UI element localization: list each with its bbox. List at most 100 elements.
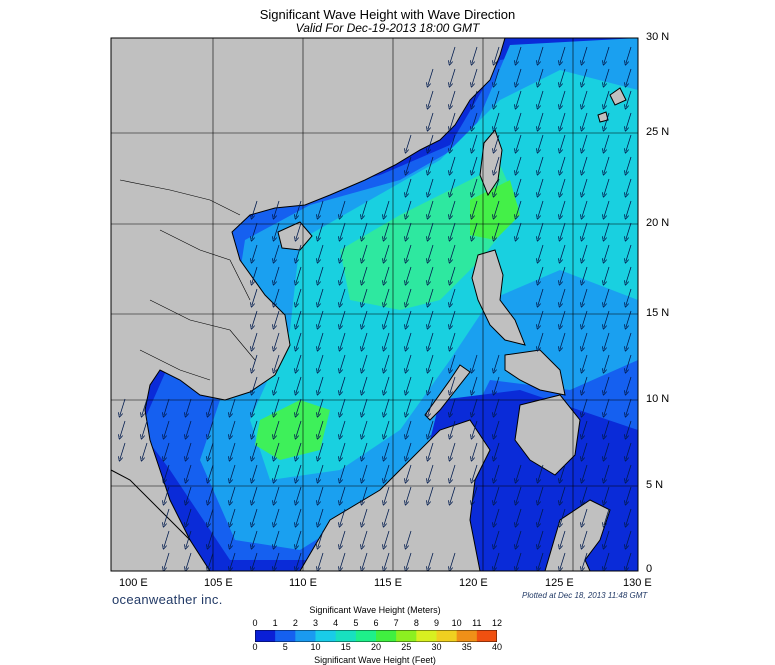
wave-direction-arrow (340, 200, 346, 217)
wave-direction-arrow (208, 420, 214, 437)
wave-direction-arrow (472, 376, 478, 393)
wave-direction-arrow (318, 398, 324, 415)
wave-direction-arrow (208, 530, 214, 547)
wave-direction-arrow (384, 222, 390, 239)
wave-direction-arrow (538, 464, 544, 481)
wave-direction-arrow (472, 354, 478, 371)
wave-direction-arrow (494, 464, 500, 481)
wave-direction-arrow (340, 266, 346, 283)
wave-direction-arrow (208, 552, 214, 569)
wave-direction-arrow (406, 464, 412, 481)
wave-direction-arrow (252, 420, 258, 437)
wave-direction-arrow (406, 134, 412, 151)
wave-direction-arrow (560, 90, 566, 107)
wave-direction-arrow (296, 244, 302, 261)
colorbar-segment (376, 630, 397, 642)
wave-direction-arrow (318, 266, 324, 283)
wave-direction-arrow (428, 464, 434, 481)
wave-direction-arrow (428, 376, 434, 393)
colorbar-tick: 0 (252, 642, 258, 652)
wave-direction-arrow (406, 486, 412, 503)
wave-direction-arrow (164, 530, 170, 547)
wave-direction-arrow (582, 530, 588, 547)
wave-direction-arrow (582, 200, 588, 217)
wave-direction-arrow (428, 354, 434, 371)
wave-direction-arrow (142, 442, 148, 459)
wave-direction-arrow (494, 68, 500, 85)
wave-direction-arrow (450, 310, 456, 327)
wave-direction-arrow (472, 90, 478, 107)
wave-direction-arrow (340, 332, 346, 349)
wave-direction-arrow (450, 46, 456, 63)
colorbar-tick: 5 (353, 618, 359, 628)
wave-direction-arrow (428, 156, 434, 173)
wave-direction-arrow (582, 376, 588, 393)
wave-direction-arrow (296, 530, 302, 547)
wave-direction-arrow (384, 332, 390, 349)
wave-direction-arrow (516, 134, 522, 151)
wave-direction-arrow (450, 288, 456, 305)
wave-direction-arrow (340, 552, 346, 569)
luzon-island (471, 249, 526, 346)
wave-direction-arrow (604, 266, 610, 283)
wave-direction-arrow (494, 90, 500, 107)
wave-direction-arrow (428, 288, 434, 305)
wave-direction-arrow (428, 244, 434, 261)
wave-direction-arrow (296, 200, 302, 217)
wave-direction-arrow (604, 222, 610, 239)
wave-direction-arrow (494, 552, 500, 569)
wave-direction-arrow (186, 420, 192, 437)
plotted-timestamp: Plotted at Dec 18, 2013 11:48 GMT (522, 591, 648, 600)
wave-direction-arrow (494, 508, 500, 525)
wave-direction-arrow (428, 134, 434, 151)
wave-direction-arrow (450, 222, 456, 239)
wave-direction-arrow (472, 112, 478, 129)
wave-direction-arrow (450, 90, 456, 107)
wave-direction-arrow (428, 222, 434, 239)
wave-direction-arrow (626, 398, 632, 415)
wave-direction-arrow (362, 266, 368, 283)
wave-direction-arrow (428, 420, 434, 437)
lat-label: 10 N (646, 393, 670, 405)
wave-direction-arrow (450, 178, 456, 195)
wave-direction-arrow (450, 376, 456, 393)
wave-direction-arrow (186, 508, 192, 525)
wave-direction-arrow (362, 442, 368, 459)
colorbar-segment (436, 630, 458, 642)
wave-direction-arrow (626, 332, 632, 349)
wave-direction-arrow (604, 464, 610, 481)
wave-direction-arrow (582, 486, 588, 503)
wave-direction-arrow (384, 486, 390, 503)
wave-direction-arrow (296, 552, 302, 569)
wave-direction-arrow (384, 530, 390, 547)
colorbar-tick: 7 (393, 618, 399, 628)
wave-direction-arrow (274, 310, 280, 327)
palawan-island (424, 364, 471, 421)
wave-direction-arrow (626, 310, 632, 327)
wave-direction-arrow (494, 46, 500, 63)
lat-label: 20 N (646, 217, 670, 229)
wave-direction-arrow (560, 486, 566, 503)
wave-direction-arrow (604, 530, 610, 547)
wave-direction-arrow (516, 530, 522, 547)
wave-direction-arrow (450, 244, 456, 261)
map-title: Significant Wave Height with Wave Direct… (259, 7, 516, 22)
wave-direction-arrow (560, 332, 566, 349)
wave-direction-arrow (296, 508, 302, 525)
lat-label: 30 N (646, 31, 670, 43)
wave-direction-arrow (406, 376, 412, 393)
country-borders (119, 179, 256, 381)
wave-direction-arrow (362, 508, 368, 525)
wave-direction-arrow (428, 332, 434, 349)
wave-direction-arrow (274, 244, 280, 261)
wave-direction-arrow (252, 530, 258, 547)
wave-direction-arrow (494, 156, 500, 173)
wave-direction-arrow (538, 156, 544, 173)
wave-direction-arrow (428, 266, 434, 283)
lon-label: 120 E (459, 577, 488, 589)
wave-direction-arrow (252, 464, 258, 481)
wave-direction-arrow (208, 464, 214, 481)
wave-direction-arrow (560, 46, 566, 63)
wave-direction-arrow (472, 200, 478, 217)
wave-direction-arrow (560, 530, 566, 547)
